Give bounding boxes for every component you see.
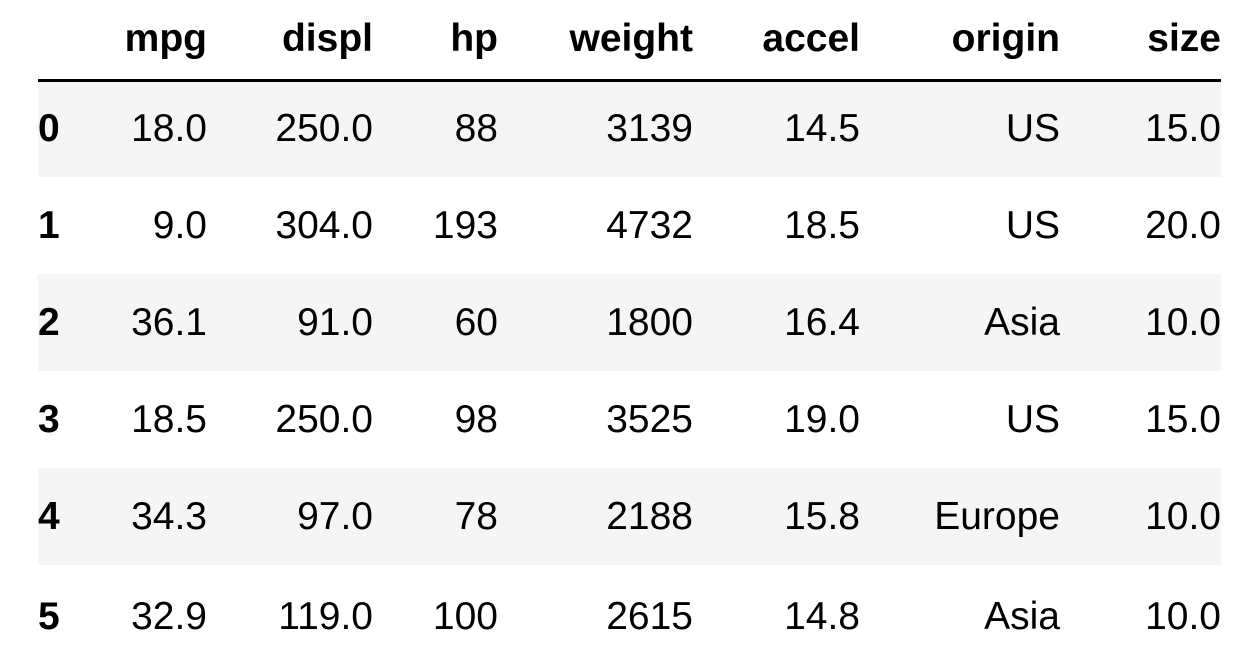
column-header: displ bbox=[207, 0, 373, 82]
cell-origin: Asia bbox=[984, 595, 1060, 638]
cell-displ: 119.0 bbox=[278, 595, 373, 638]
cell-hp: 100 bbox=[432, 595, 498, 638]
cell-weight: 1800 bbox=[606, 300, 693, 344]
cell-mpg: 18.0 bbox=[131, 107, 207, 151]
cell-accel: 14.8 bbox=[784, 595, 860, 638]
cell-accel: 18.5 bbox=[784, 203, 860, 247]
column-header: hp bbox=[373, 0, 498, 82]
cell-hp: 78 bbox=[454, 494, 498, 538]
cell-weight: 4732 bbox=[606, 203, 693, 247]
column-header: size bbox=[1060, 0, 1221, 82]
column-header: origin bbox=[860, 0, 1060, 82]
cell-weight: 3525 bbox=[606, 397, 693, 441]
index-header bbox=[38, 0, 96, 82]
row-index: 2 bbox=[38, 300, 60, 344]
cell-origin: US bbox=[1005, 107, 1060, 151]
cell-origin: US bbox=[1005, 203, 1060, 247]
cell-origin: Europe bbox=[934, 494, 1060, 538]
table-row: 3 18.5 250.0 98 3525 19.0 US 15.0 bbox=[38, 371, 1221, 468]
cell-weight: 3139 bbox=[606, 107, 693, 151]
column-header: weight bbox=[498, 0, 693, 82]
dataframe-table: mpg displ hp weight accel origin size 0 … bbox=[38, 0, 1221, 669]
cell-size: 15.0 bbox=[1145, 397, 1221, 441]
cell-mpg: 34.3 bbox=[131, 494, 207, 538]
table-header: mpg displ hp weight accel origin size bbox=[38, 0, 1221, 82]
cell-accel: 16.4 bbox=[784, 300, 860, 344]
cell-accel: 19.0 bbox=[784, 397, 860, 441]
column-header: mpg bbox=[96, 0, 207, 82]
row-index: 1 bbox=[38, 203, 60, 247]
row-index: 0 bbox=[38, 107, 60, 151]
cell-origin: Asia bbox=[984, 300, 1060, 344]
cell-displ: 250.0 bbox=[275, 397, 373, 441]
cell-weight: 2188 bbox=[606, 494, 693, 538]
table-body: 0 18.0 250.0 88 3139 14.5 US 15.0 1 9.0 … bbox=[38, 80, 1221, 669]
cell-displ: 250.0 bbox=[275, 107, 373, 151]
cell-mpg: 36.1 bbox=[131, 300, 207, 344]
cell-displ: 91.0 bbox=[297, 300, 373, 344]
cell-displ: 97.0 bbox=[297, 494, 373, 538]
table-row: 2 36.1 91.0 60 1800 16.4 Asia 10.0 bbox=[38, 274, 1221, 371]
table-row: 4 34.3 97.0 78 2188 15.8 Europe 10.0 bbox=[38, 468, 1221, 565]
cell-size: 10.0 bbox=[1145, 494, 1221, 538]
cell-weight: 2615 bbox=[606, 595, 693, 638]
table-row: 5 32.9 119.0 100 2615 14.8 Asia 10.0 bbox=[38, 565, 1221, 669]
row-index: 5 bbox=[38, 595, 60, 638]
cell-mpg: 9.0 bbox=[152, 203, 207, 247]
cell-hp: 193 bbox=[432, 203, 498, 247]
header-row: mpg displ hp weight accel origin size bbox=[38, 0, 1221, 82]
cell-size: 15.0 bbox=[1145, 107, 1221, 151]
cell-hp: 88 bbox=[454, 107, 498, 151]
cell-accel: 14.5 bbox=[784, 107, 860, 151]
cell-origin: US bbox=[1005, 397, 1060, 441]
table-row: 1 9.0 304.0 193 4732 18.5 US 20.0 bbox=[38, 177, 1221, 274]
cell-accel: 15.8 bbox=[784, 494, 860, 538]
cell-size: 20.0 bbox=[1145, 203, 1221, 247]
cell-hp: 60 bbox=[454, 300, 498, 344]
row-index: 4 bbox=[38, 494, 60, 538]
row-index: 3 bbox=[38, 397, 60, 441]
cell-size: 10.0 bbox=[1145, 595, 1221, 638]
cell-mpg: 32.9 bbox=[131, 595, 207, 638]
table-row: 0 18.0 250.0 88 3139 14.5 US 15.0 bbox=[38, 80, 1221, 177]
cell-size: 10.0 bbox=[1145, 300, 1221, 344]
cell-mpg: 18.5 bbox=[131, 397, 207, 441]
column-header: accel bbox=[693, 0, 860, 82]
cell-displ: 304.0 bbox=[275, 203, 373, 247]
cell-hp: 98 bbox=[454, 397, 498, 441]
